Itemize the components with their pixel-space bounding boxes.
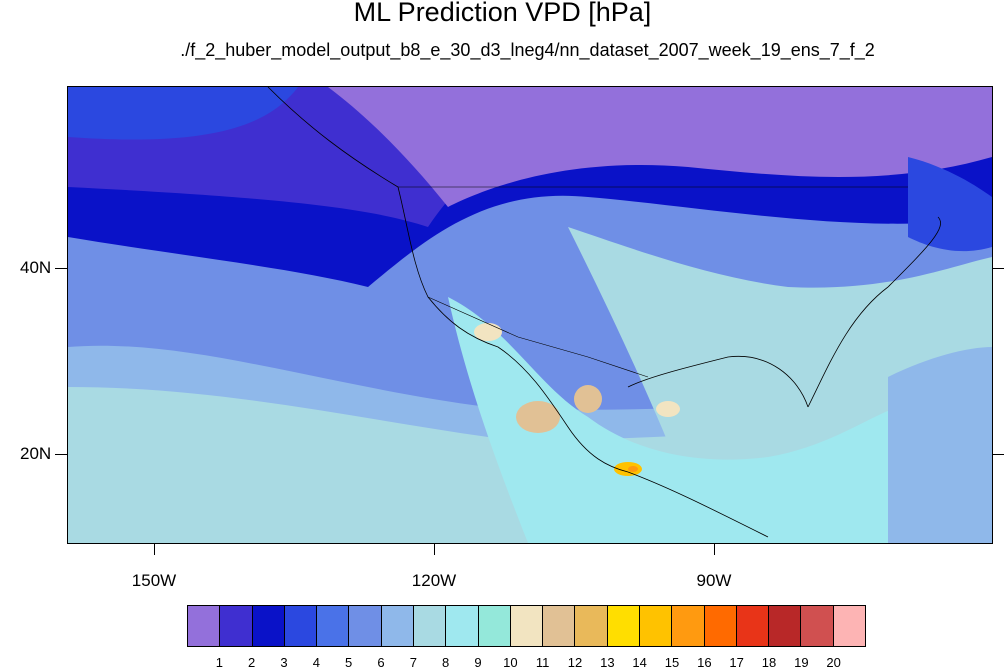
colorbar-label: 4: [312, 655, 320, 670]
colorbar-label: 19: [794, 655, 809, 670]
colorbar-label: 13: [600, 655, 615, 670]
colorbar-label: 12: [567, 655, 583, 670]
lon-tick-120w: [434, 543, 435, 555]
coastline-central-america: [627, 471, 769, 538]
colorbar-swatch: [672, 606, 705, 646]
colorbar-label: 7: [409, 655, 417, 670]
colorbar-label: 11: [535, 655, 550, 670]
map-title: ML Prediction VPD [hPa]: [353, 0, 652, 27]
lon-label-120w: 120W: [411, 571, 457, 590]
colorbar-swatch: [510, 606, 544, 646]
field-band-4-ne: [908, 157, 992, 252]
colorbar-swatch: [833, 606, 865, 646]
lat-tick-20n-right: [992, 454, 1004, 455]
field-band-9: [448, 297, 898, 543]
colorbar-label: 3: [280, 655, 288, 670]
hotspot-sonoran: [474, 323, 502, 341]
colorbar-swatch: [284, 606, 318, 646]
hotspot-mexico-peak: [628, 466, 638, 472]
lon-tick-150w: [154, 543, 155, 555]
lat-tick-40n-right: [992, 268, 1004, 269]
colorbar-label: 17: [729, 655, 744, 670]
colorbar-label: 14: [632, 655, 647, 670]
field-band-1: [328, 87, 992, 207]
coastline-west: [267, 87, 629, 473]
colorbar-swatch: [381, 606, 414, 646]
colorbar-swatch: [317, 606, 350, 646]
colorbar-label: 10: [503, 655, 518, 670]
field-band-7-se: [888, 347, 992, 543]
colorbar-label: 9: [474, 655, 482, 670]
colorbar-swatch: [220, 606, 253, 646]
colorbar-label: 20: [826, 655, 841, 670]
lat-label-20n: 20N: [20, 444, 52, 463]
lat-tick-20n-left: [55, 454, 67, 455]
colorbar-swatch: [252, 606, 285, 646]
lat-tick-40n-left: [55, 268, 67, 269]
colorbar-label: 6: [377, 655, 385, 670]
colorbar-swatch: [446, 606, 479, 646]
lat-label-40n: 40N: [20, 258, 52, 277]
colorbar-swatch: [575, 606, 608, 646]
colorbar-swatch: [607, 606, 640, 646]
colorbar-swatch: [736, 606, 770, 646]
lon-label-90w: 90W: [696, 571, 732, 590]
colorbar-label: 16: [697, 655, 712, 670]
colorbar-swatch: [704, 606, 737, 646]
hotspot-chihuahua: [574, 385, 602, 413]
colorbar-swatch: [639, 606, 673, 646]
colorbar-label: 5: [345, 655, 353, 670]
colorbar-swatch: [413, 606, 447, 646]
coastline-east: [807, 216, 941, 408]
map-subtitle: ./f_2_huber_model_output_b8_e_30_d3_lneg…: [180, 40, 875, 60]
colorbar-swatch: [801, 606, 834, 646]
colorbar-label: 15: [664, 655, 680, 670]
colorbar-swatch: [188, 606, 221, 646]
colorbar-swatch: [349, 606, 382, 646]
vpd-contour-field: [68, 87, 992, 543]
border-us-mexico: [427, 296, 649, 378]
lon-tick-90w: [714, 543, 715, 555]
field-band-4-nw: [68, 87, 298, 140]
colorbar-label: 8: [442, 655, 450, 670]
colorbar-swatch: [769, 606, 802, 646]
colorbar-swatch: [478, 606, 511, 646]
colorbar-label: 18: [761, 655, 777, 670]
hotspot-gulf: [656, 401, 680, 417]
colorbar-labels: 1 2 3 4 5 6 7 8 9 10 11 12 13 14 15 16 17 18 19 20: [187, 655, 866, 671]
hotspot-baja: [516, 401, 560, 433]
lon-label-150w: 150W: [131, 571, 177, 590]
coastline-gulf: [627, 355, 809, 408]
colorbar-swatch: [543, 606, 576, 646]
colorbar: [187, 605, 866, 647]
vpd-map: [67, 86, 993, 544]
colorbar-label: 2: [248, 655, 256, 670]
colorbar-label: 1: [215, 655, 223, 670]
